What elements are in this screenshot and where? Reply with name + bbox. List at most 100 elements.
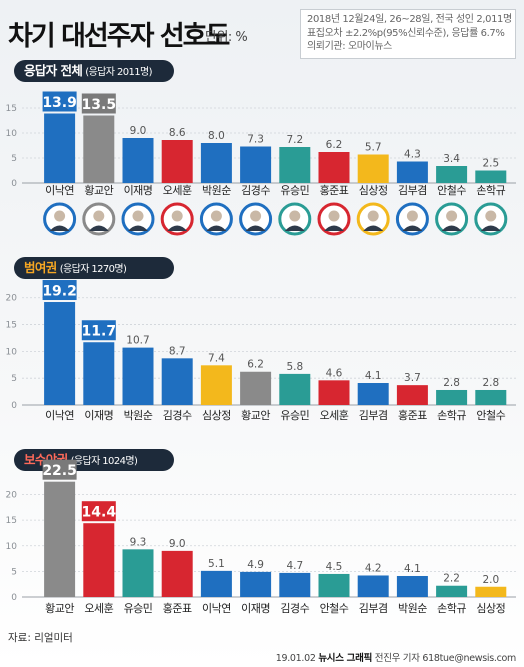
value-label: 3.4: [443, 153, 460, 165]
bar: [44, 481, 76, 597]
portrait-body: [206, 225, 227, 231]
category-label: 안철수: [320, 602, 349, 615]
category-label: 이낙연: [45, 184, 74, 197]
bar: [436, 389, 468, 405]
category-label: 이낙연: [45, 409, 74, 422]
value-label: 7.4: [208, 352, 225, 364]
value-label: 5.1: [208, 558, 225, 570]
category-label: 오세훈: [320, 409, 349, 422]
survey-meta-line: 표집오차 ±2.2%p(95%신뢰수준), 응답률 6.7%: [307, 27, 505, 39]
bar: [240, 571, 272, 597]
value-label: 5.8: [286, 361, 303, 373]
unit-label: 단위: %: [205, 30, 248, 45]
bar: [161, 550, 193, 597]
category-label: 안철수: [476, 409, 505, 422]
y-tick-label: 20: [6, 294, 18, 304]
value-label: 4.9: [247, 559, 264, 571]
value-label: 10.7: [126, 335, 149, 347]
category-label: 오세훈: [163, 184, 192, 197]
section-subtitle: (응답자 1270명): [59, 264, 127, 275]
bar: [200, 570, 232, 597]
survey-meta-box: 2018년 12월24일, 26~28일, 전국 성인 2,011명 표집오차 …: [300, 9, 516, 59]
value-label: 8.7: [169, 345, 186, 357]
y-tick-label: 20: [6, 491, 18, 501]
bar: [436, 166, 468, 183]
category-label: 오세훈: [84, 602, 113, 615]
section-title: 응답자 전체: [24, 63, 83, 78]
portrait-head: [485, 210, 497, 222]
category-label: 김경수: [241, 184, 270, 197]
bar: [161, 358, 193, 405]
value-label: 2.2: [443, 573, 460, 585]
y-tick-label: 5: [11, 374, 17, 384]
value-label: 14.4: [82, 505, 117, 521]
portrait-body: [284, 225, 305, 231]
bar: [436, 585, 468, 597]
value-label: 8.6: [169, 127, 186, 139]
y-tick-label: 15: [6, 321, 17, 331]
y-tick-label: 10: [6, 129, 18, 139]
bar: [122, 347, 154, 405]
category-label: 홍준표: [398, 408, 427, 422]
portrait-body: [49, 225, 70, 231]
value-label: 4.6: [326, 367, 343, 379]
value-label-box: [81, 93, 116, 114]
category-label: 김부겸: [359, 409, 388, 422]
value-label-box: [42, 280, 77, 301]
portrait-body: [88, 225, 109, 231]
portrait-body: [324, 225, 344, 231]
value-label: 9.3: [130, 536, 147, 548]
bar: [357, 575, 389, 597]
bar: [240, 371, 272, 405]
category-label: 안철수: [437, 184, 466, 197]
bar: [396, 575, 428, 597]
value-label: 2.0: [482, 574, 499, 586]
portrait-head: [210, 210, 222, 222]
value-label: 2.5: [482, 158, 499, 170]
bar: [357, 154, 389, 183]
category-label: 이재명: [241, 602, 270, 615]
category-label: 이낙연: [202, 602, 231, 615]
bar: [83, 523, 115, 597]
portrait-head: [250, 210, 262, 222]
category-label: 심상정: [476, 602, 505, 615]
value-label: 19.2: [42, 284, 77, 300]
portrait-head: [328, 210, 340, 222]
category-label: 이재명: [124, 184, 153, 197]
bar: [44, 113, 76, 183]
bar: [475, 586, 507, 597]
value-label: 4.5: [326, 561, 343, 573]
category-label: 심상정: [359, 184, 388, 197]
category-label: 홍준표: [163, 601, 192, 615]
portrait-body: [480, 225, 501, 231]
category-label: 박원순: [124, 409, 153, 422]
portrait-body: [441, 225, 462, 231]
bar: [44, 302, 76, 405]
category-label: 황교안: [45, 602, 74, 615]
survey-meta-line: 2018년 12월24일, 26~28일, 전국 성인 2,011명: [307, 14, 512, 25]
bar: [83, 342, 115, 405]
bar: [279, 572, 311, 597]
value-label: 4.3: [404, 149, 421, 161]
category-label: 김경수: [163, 409, 192, 422]
portrait-head: [132, 210, 144, 222]
bar: [161, 140, 193, 183]
bar: [475, 170, 507, 183]
category-label: 손학규: [437, 409, 466, 422]
portrait-head: [406, 210, 418, 222]
y-tick-label: 0: [11, 179, 17, 189]
value-label-box: [42, 91, 77, 112]
category-label: 손학규: [476, 184, 505, 197]
portrait-head: [171, 210, 183, 222]
portrait-body: [167, 225, 188, 231]
category-label: 손학규: [437, 602, 466, 615]
portrait-body: [128, 225, 148, 231]
bar: [357, 383, 389, 405]
bar: [318, 152, 350, 183]
value-label: 13.5: [82, 97, 117, 113]
value-label: 8.0: [208, 130, 225, 142]
category-label: 이재명: [84, 409, 113, 422]
portrait-body: [363, 225, 384, 231]
bar: [396, 161, 428, 183]
